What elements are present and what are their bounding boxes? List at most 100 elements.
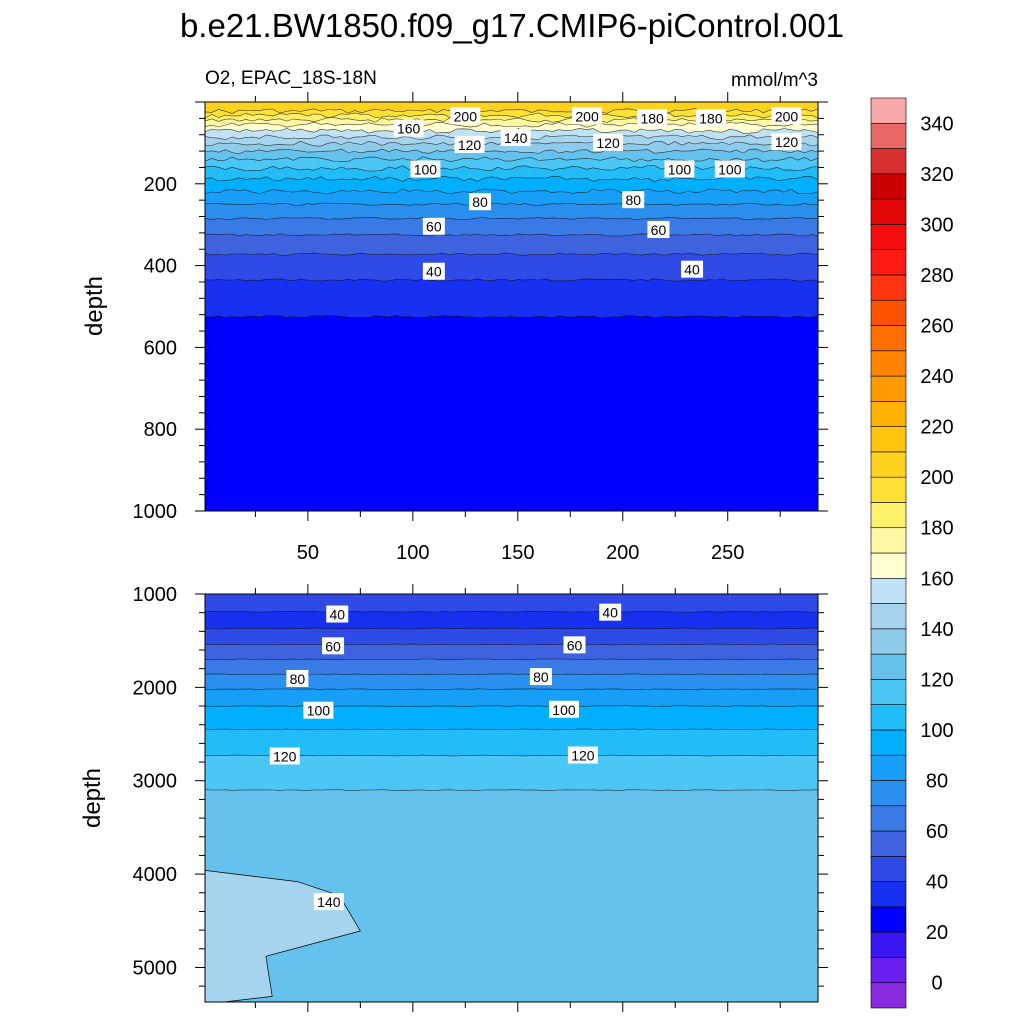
- svg-text:60: 60: [651, 222, 667, 238]
- upper-band-65: [205, 217, 818, 237]
- colorbar-label: 320: [920, 164, 953, 186]
- upper-contour-label: 40: [681, 260, 704, 278]
- upper-contour-90: [205, 188, 818, 195]
- colorbar-swatch: [870, 957, 907, 984]
- upper-contour-label: 160: [393, 119, 424, 137]
- lower-ytick-label: 5000: [133, 957, 178, 979]
- upper-xtick-label: 50: [297, 542, 319, 564]
- upper-xtick-label: 250: [711, 542, 744, 564]
- lower-band-125: [205, 789, 818, 1002]
- colorbar-swatch: [870, 299, 907, 326]
- lower-contour-130: [205, 789, 818, 791]
- upper-contour-label: 100: [664, 160, 695, 178]
- upper-band-95: [205, 176, 818, 194]
- colorbar-swatch: [870, 754, 907, 781]
- svg-text:80: 80: [290, 671, 306, 687]
- svg-text:140: 140: [504, 130, 528, 146]
- svg-text:100: 100: [668, 161, 692, 177]
- colorbar-label: 80: [926, 771, 948, 793]
- lower-band-105: [205, 728, 818, 756]
- colorbar-swatch: [870, 577, 907, 604]
- upper-y-axis-label: depth: [81, 276, 108, 336]
- upper-band-35: [205, 278, 818, 318]
- lower-ytick-label: 1000: [133, 584, 178, 606]
- lower-band-95: [205, 705, 818, 730]
- lower-band-45: [205, 628, 818, 645]
- upper-band-75: [205, 203, 818, 220]
- upper-depth-panel: 200 200 200 180 180 160 140 120 120 120 100 100 100 8…: [81, 92, 828, 564]
- upper-contour-50: [205, 252, 818, 256]
- colorbar-swatch: [870, 97, 907, 124]
- colorbar-label: 20: [926, 922, 948, 944]
- svg-text:60: 60: [567, 637, 583, 653]
- svg-text:40: 40: [426, 264, 442, 280]
- upper-contour-label: 100: [714, 160, 745, 178]
- colorbar-swatch: [870, 451, 907, 478]
- lower-contour-label: 100: [548, 700, 579, 718]
- upper-contour-40: [205, 278, 818, 282]
- colorbar-label: 260: [920, 316, 953, 338]
- lower-band-35: [205, 611, 818, 629]
- colorbar-swatch: [870, 148, 907, 175]
- lower-contour-label: 120: [567, 746, 598, 764]
- lower-contour-label: 80: [286, 669, 309, 687]
- upper-contour-30: [205, 315, 818, 319]
- upper-band-55: [205, 233, 818, 256]
- svg-text:80: 80: [472, 194, 488, 210]
- svg-text:80: 80: [533, 669, 549, 685]
- lower-contour-label: 120: [269, 747, 300, 765]
- upper-ytick-label: 400: [144, 256, 177, 278]
- upper-xtick-label: 100: [396, 542, 429, 564]
- upper-contour-label: 80: [469, 193, 492, 211]
- colorbar-swatch: [870, 274, 907, 301]
- colorbar-swatch: [870, 931, 907, 958]
- upper-contour-label: 180: [695, 109, 726, 127]
- svg-text:120: 120: [775, 134, 799, 150]
- svg-text:80: 80: [625, 192, 641, 208]
- upper-contour-label: 80: [622, 191, 645, 209]
- colorbar-swatch: [870, 704, 907, 731]
- lower-contour-60: [205, 643, 818, 646]
- svg-text:200: 200: [575, 108, 599, 124]
- svg-text:100: 100: [552, 702, 576, 718]
- colorbar-label: 60: [926, 821, 948, 843]
- svg-text:120: 120: [273, 748, 297, 764]
- upper-band-195: [205, 108, 818, 119]
- colorbar-swatch: [870, 603, 907, 630]
- colorbar-swatch: [870, 729, 907, 756]
- colorbar-label: 340: [920, 113, 953, 135]
- colorbar-swatch: [870, 249, 907, 276]
- lower-band-85: [205, 688, 818, 707]
- colorbar-label: 200: [920, 467, 953, 489]
- colorbar-swatch: [870, 502, 907, 529]
- svg-text:200: 200: [775, 108, 799, 124]
- lower-plot-frame: [204, 593, 819, 1003]
- colorbar-label: 180: [920, 518, 953, 540]
- colorbar-swatch: [870, 426, 907, 453]
- colorbar-swatch: [870, 224, 907, 250]
- upper-contour-label: 200: [771, 107, 802, 125]
- svg-text:40: 40: [602, 605, 618, 621]
- svg-text:60: 60: [325, 638, 341, 654]
- colorbar-swatch: [870, 173, 907, 200]
- svg-text:180: 180: [640, 110, 664, 126]
- upper-ytick-label: 800: [144, 419, 177, 441]
- upper-contour-70: [205, 217, 818, 221]
- colorbar-label: 120: [920, 669, 953, 691]
- lower-ytick-label: 3000: [133, 771, 178, 793]
- upper-plot-frame: [204, 101, 819, 512]
- lower-ytick-label: 2000: [133, 677, 178, 699]
- svg-text:40: 40: [684, 262, 700, 278]
- colorbar-label: 300: [920, 214, 953, 236]
- upper-band-25: [205, 315, 818, 511]
- svg-text:200: 200: [454, 108, 478, 124]
- colorbar-swatch: [870, 856, 907, 882]
- colorbar-swatch: [870, 982, 907, 1009]
- colorbar-label: 140: [920, 619, 953, 641]
- lower-contour-label: 40: [326, 605, 349, 623]
- lower-contour-50: [205, 627, 818, 630]
- colorbar-label: 240: [920, 366, 953, 388]
- colorbar-label: 160: [920, 568, 953, 590]
